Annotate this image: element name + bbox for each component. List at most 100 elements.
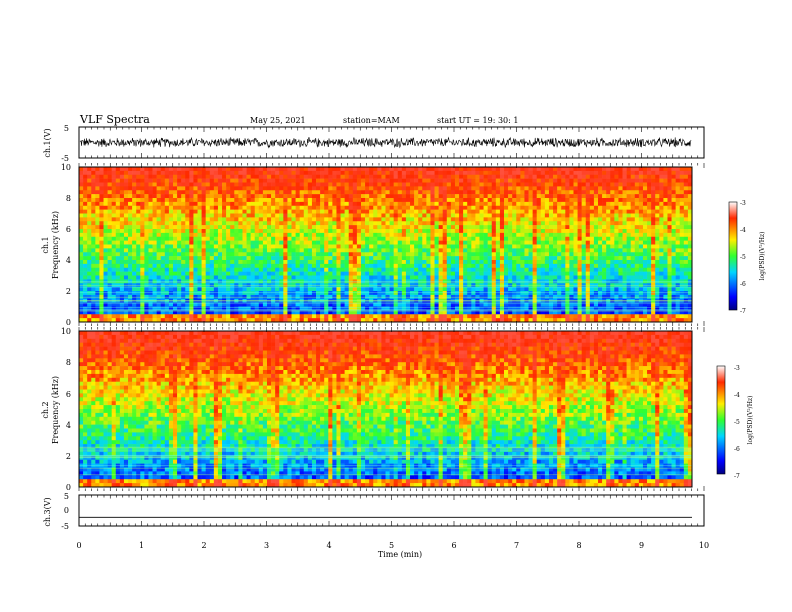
spectrogram-cell — [189, 190, 194, 195]
spectrogram-cell — [197, 170, 202, 176]
spectrogram-cell — [499, 302, 505, 307]
spectrogram-cell — [565, 167, 570, 172]
spectrogram-cell — [520, 263, 525, 269]
spectrogram-cell — [95, 263, 100, 269]
spectrogram-cell — [242, 306, 247, 311]
spectrogram-cell — [475, 236, 480, 241]
spectrogram-cell — [369, 275, 374, 280]
spectrogram-cell — [508, 232, 513, 238]
spectrogram-cell — [491, 248, 497, 253]
spectrogram-cell — [479, 201, 484, 207]
spectrogram-cell — [405, 287, 411, 292]
spectrogram-cell — [164, 190, 170, 195]
spectrogram-cell — [499, 310, 505, 315]
spectrogram-cell — [177, 213, 182, 218]
spectrogram-cell — [201, 244, 206, 249]
spectrogram-cell — [181, 310, 186, 315]
spectrogram-cell — [168, 244, 174, 249]
spectrogram-cell — [438, 225, 444, 230]
spectrogram-cell — [201, 267, 206, 272]
spectrogram-cell — [193, 267, 198, 272]
spectrogram-cell — [328, 306, 333, 311]
spectrogram-cell — [344, 209, 350, 214]
spectrogram-cell — [279, 167, 284, 172]
spectrogram-cell — [250, 167, 256, 172]
spectrogram-cell — [156, 229, 162, 234]
spectrogram-cell — [185, 275, 190, 280]
spectrogram-cell — [246, 205, 251, 210]
spectrogram-cell — [181, 318, 186, 323]
spectrogram-cell — [283, 182, 288, 187]
spectrogram-cell — [189, 194, 194, 199]
spectrogram-cell — [442, 229, 448, 234]
spectrogram-cell — [352, 240, 358, 245]
spectrogram-cell — [172, 198, 178, 203]
spectrogram-cell — [99, 260, 104, 265]
spectrogram-cell — [299, 174, 305, 179]
spectrogram-cell — [508, 310, 513, 315]
spectrogram-cell — [348, 306, 354, 311]
spectrogram-cell — [377, 310, 382, 315]
spectrogram-cell — [504, 190, 509, 195]
spectrogram-cell — [271, 318, 276, 323]
spectrogram-cell — [450, 174, 456, 179]
spectrogram-cell — [320, 186, 325, 191]
spectrogram-cell — [115, 267, 121, 272]
spectrogram-cell — [83, 217, 88, 222]
spectrogram-cell — [299, 209, 305, 214]
spectrogram-cell — [283, 318, 288, 323]
spectrogram-cell — [356, 221, 362, 226]
spectrogram-cell — [230, 178, 235, 183]
spectrogram-cell — [418, 205, 423, 210]
spectrogram-cell — [381, 291, 386, 296]
spectrogram-cell — [213, 240, 219, 245]
spectrogram-cell — [226, 267, 231, 272]
spectrogram-cell — [557, 240, 562, 245]
spectrogram-cell — [369, 252, 374, 257]
spectrogram-cell — [283, 252, 288, 257]
spectrogram-cell — [230, 167, 235, 172]
spectrogram-cell — [177, 271, 182, 276]
spectrogram-cell — [360, 170, 366, 176]
spectrogram-cell — [266, 236, 272, 241]
spectrogram-cell — [181, 178, 186, 183]
spectrogram-cell — [103, 186, 108, 191]
spectrogram-cell — [91, 186, 96, 191]
spectrogram-cell — [532, 167, 538, 172]
spectrogram-cell — [332, 221, 337, 226]
spectrogram-cell — [320, 190, 325, 195]
spectrogram-cell — [275, 256, 280, 261]
spectrogram-cell — [377, 267, 382, 272]
spectrogram-cell — [393, 244, 399, 249]
spectrogram-cell — [422, 182, 427, 187]
spectrogram-cell — [266, 248, 272, 253]
spectrogram-cell — [389, 236, 394, 241]
spectrogram-cell — [95, 174, 100, 179]
spectrogram-cell — [414, 244, 419, 249]
spectrogram-cell — [450, 244, 456, 249]
spectrogram-cell — [189, 170, 194, 176]
spectrogram-cell — [442, 201, 448, 207]
spectrogram-cell — [373, 190, 378, 195]
spectrogram-cell — [495, 198, 501, 203]
spectrogram-cell — [438, 240, 444, 245]
spectrogram-cell — [193, 271, 198, 276]
spectrogram-cell — [79, 244, 84, 249]
spectrogram-cell — [275, 248, 280, 253]
spectrogram-cell — [369, 209, 374, 214]
spectrogram-cell — [164, 194, 170, 199]
spectrogram-cell — [373, 174, 378, 179]
spectrogram-cell — [185, 318, 190, 323]
spectrogram-cell — [348, 302, 354, 307]
ch1-x-ticks — [78, 127, 705, 158]
spectrogram-cell — [438, 209, 444, 214]
spectrogram-cell — [348, 170, 354, 176]
spectrogram-cell — [103, 225, 108, 230]
spectrogram-cell — [528, 167, 533, 172]
spectrogram-cell — [87, 217, 92, 222]
spectrogram-cell — [553, 229, 558, 234]
spectrogram-cell — [430, 236, 435, 241]
spectrogram-cell — [107, 209, 112, 214]
spectrogram-cell — [356, 190, 362, 195]
spectrogram-cell — [434, 248, 439, 253]
